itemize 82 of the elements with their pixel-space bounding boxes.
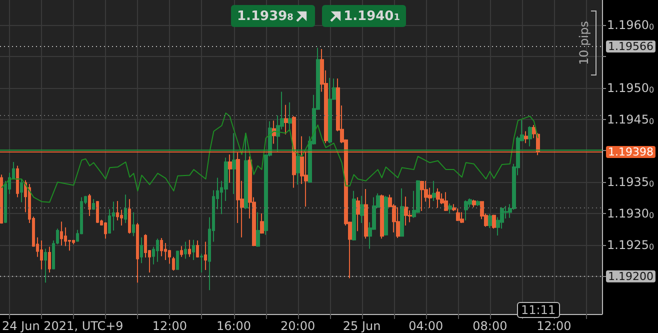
candlestick [396, 206, 400, 239]
candlestick [20, 178, 23, 203]
y-tick-label: 1.19350 [607, 175, 654, 190]
x-axis-title: 24 Jun 2021, UTC+9 [2, 319, 124, 333]
x-tick-label: 25 Jun [342, 319, 381, 333]
candlestick [0, 174, 3, 224]
candlestick [384, 195, 388, 236]
candlestick [488, 214, 492, 228]
candlestick [400, 188, 404, 237]
candlestick [192, 239, 195, 260]
candlestick [88, 194, 91, 217]
candlestick [112, 201, 115, 231]
candlestick [232, 132, 236, 195]
candlestick [284, 104, 288, 135]
candlestick [132, 212, 135, 237]
x-tick-label: 20:00 [280, 319, 316, 333]
candlestick [492, 214, 496, 230]
candlestick [40, 240, 43, 270]
ref-line-label: 1.19200 [608, 270, 654, 283]
candlestick [96, 200, 99, 224]
candlestick [256, 212, 260, 248]
candlestick [528, 126, 532, 147]
candlestick [124, 194, 127, 224]
candlestick [16, 165, 19, 198]
candlestick [136, 222, 139, 284]
candlestick [464, 200, 468, 221]
candlestick [172, 256, 175, 272]
x-tick-label: 04:00 [408, 319, 444, 333]
x-tick-label: 12:00 [152, 319, 188, 333]
candlestick [128, 198, 131, 234]
candlestick [272, 120, 276, 144]
x-tick-label: 08:00 [472, 319, 508, 333]
candlestick [524, 130, 528, 144]
candlestick [360, 195, 364, 224]
candlestick [188, 239, 191, 258]
candlestick [448, 202, 452, 214]
candlestick [204, 241, 207, 271]
ref-line-label: 1.19566 [608, 40, 654, 53]
y-tick-label: 1.19250 [607, 238, 654, 252]
annotation: 1.19398 [237, 9, 294, 24]
ref-line-label: 1.19398 [608, 145, 654, 158]
y-tick-label: 1.19450 [607, 112, 654, 126]
candlestick [156, 238, 159, 262]
candlestick [296, 148, 300, 186]
candlestick [436, 188, 440, 208]
candlestick [288, 102, 292, 132]
candlestick [160, 238, 163, 257]
candlestick [364, 188, 368, 240]
y-tick-label: 1.19300 [607, 206, 654, 221]
annotation: 10 pips [576, 21, 591, 65]
annotation: 1.19401 [344, 9, 400, 24]
y-tick-label: 1.19600 [607, 18, 654, 32]
candlestick [228, 154, 232, 184]
candlestick [48, 246, 51, 274]
y-tick-label: 1.19500 [607, 80, 654, 95]
candlestick [60, 221, 63, 246]
candlestick [456, 208, 460, 222]
x-tick-label: 12:00 [536, 319, 572, 333]
candlestick [184, 241, 187, 260]
candlestick [104, 222, 107, 240]
candlestick [432, 180, 436, 202]
candlestick [92, 198, 95, 210]
candlestick [196, 240, 199, 258]
candlestick [356, 196, 360, 232]
candlestick [176, 250, 179, 270]
candlestick [420, 180, 424, 212]
candlestick [352, 190, 356, 242]
candlestick [380, 194, 384, 240]
candlestick [200, 253, 203, 274]
line-series [1, 112, 538, 203]
candlestick [460, 212, 464, 224]
candlestick [472, 199, 476, 208]
candlestick [444, 192, 448, 212]
candlestick [328, 77, 332, 144]
candlestick [44, 248, 47, 284]
candlestick [476, 200, 480, 206]
x-tick-label: 16:00 [216, 319, 252, 333]
candlestick [140, 236, 143, 264]
candlestick [260, 213, 264, 234]
candlestick [180, 246, 183, 258]
annotation: 11:11 [517, 302, 560, 318]
candlestick [404, 196, 408, 226]
